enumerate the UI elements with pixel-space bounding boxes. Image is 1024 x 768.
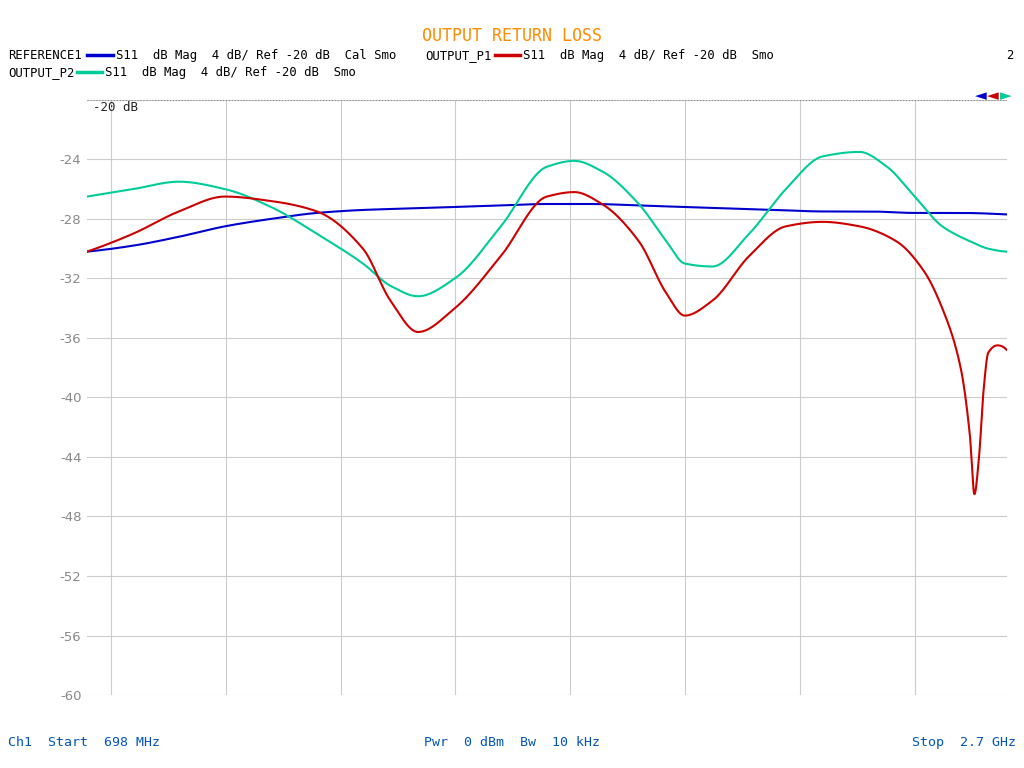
Text: S11  dB Mag  4 dB/ Ref -20 dB  Smo: S11 dB Mag 4 dB/ Ref -20 dB Smo (105, 67, 356, 79)
Text: OUTPUT RETURN LOSS: OUTPUT RETURN LOSS (422, 27, 602, 45)
Text: 2: 2 (1007, 49, 1014, 61)
Text: -20 dB: -20 dB (92, 101, 137, 114)
Text: ◄: ◄ (987, 88, 999, 103)
Text: Ch1  Start  698 MHz: Ch1 Start 698 MHz (8, 737, 160, 750)
Text: S11  dB Mag  4 dB/ Ref -20 dB  Smo: S11 dB Mag 4 dB/ Ref -20 dB Smo (523, 49, 774, 61)
Text: REFERENCE1: REFERENCE1 (8, 49, 82, 61)
Text: S11  dB Mag  4 dB/ Ref -20 dB  Cal Smo: S11 dB Mag 4 dB/ Ref -20 dB Cal Smo (116, 49, 396, 61)
Text: Pwr  0 dBm  Bw  10 kHz: Pwr 0 dBm Bw 10 kHz (424, 737, 600, 750)
Text: OUTPUT_P2: OUTPUT_P2 (8, 67, 75, 79)
Text: ◄: ◄ (975, 88, 987, 103)
Text: OUTPUT_P1: OUTPUT_P1 (425, 49, 492, 61)
Text: ►: ► (999, 88, 1012, 103)
Text: Stop  2.7 GHz: Stop 2.7 GHz (911, 737, 1016, 750)
